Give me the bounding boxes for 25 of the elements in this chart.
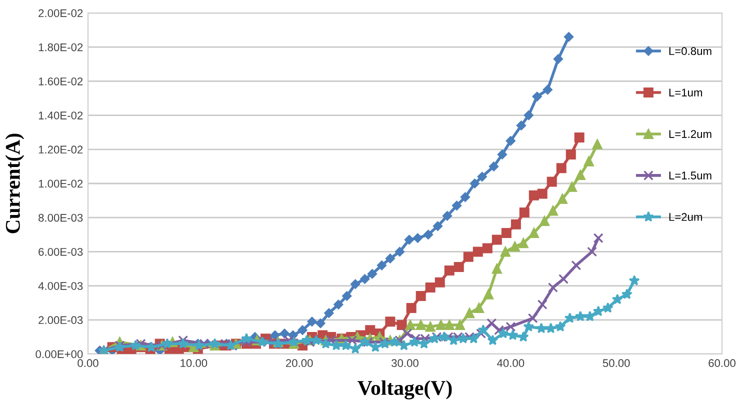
x-tick-label: 0.00 (78, 359, 98, 368)
legend-label: L=1um (669, 88, 702, 96)
x-tick-label: 40.00 (497, 359, 524, 368)
legend-label: L=2um (669, 213, 702, 221)
y-axis-title: Current(A) (5, 134, 24, 234)
y-tick-label: 8.00E-03 (38, 214, 83, 222)
y-tick-label: 0.00E+00 (36, 350, 83, 358)
y-tick-label: 1.80E-02 (38, 43, 83, 52)
y-tick-label: 4.00E-03 (38, 282, 83, 290)
x-axis-title: Voltage(V) (358, 380, 452, 400)
legend-label: L=1.5um (669, 172, 712, 180)
y-tick-label: 1.00E-02 (38, 180, 83, 188)
y-tick-label: 1.20E-02 (38, 146, 83, 154)
x-tick-label: 10.00 (180, 359, 208, 368)
legend-label: L=0.8um (669, 47, 712, 56)
legend-label: L=1.2um (669, 130, 712, 138)
x-tick-label: 20.00 (286, 359, 313, 368)
y-tick-label: 2.00E-02 (38, 9, 83, 18)
y-tick-label: 1.60E-02 (38, 77, 83, 86)
y-tick-label: 2.00E-03 (38, 316, 83, 324)
x-tick-label: 60.00 (708, 359, 736, 368)
y-tick-label: 1.40E-02 (38, 112, 83, 120)
x-tick-label: 50.00 (602, 359, 630, 368)
y-tick-label: 6.00E-03 (38, 248, 83, 256)
x-tick-label: 30.00 (392, 359, 418, 368)
